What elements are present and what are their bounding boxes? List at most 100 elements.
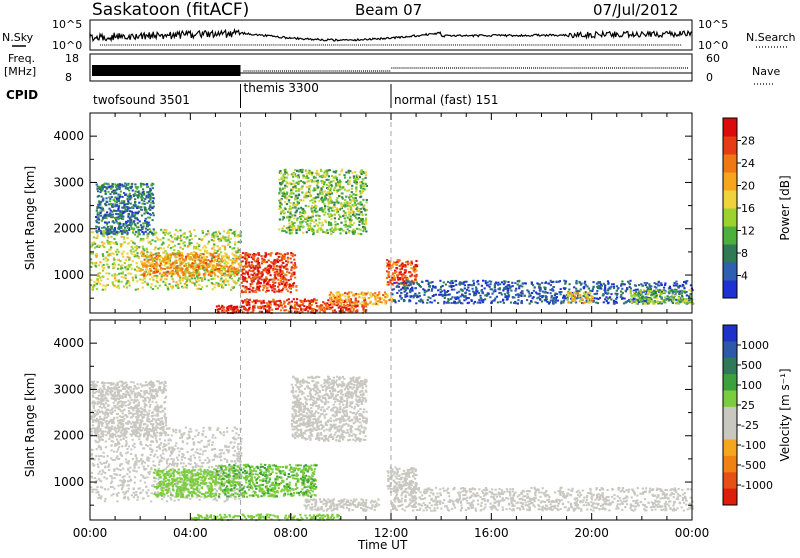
data-cell <box>604 291 606 293</box>
data-cell <box>144 281 146 283</box>
data-cell <box>663 287 665 289</box>
data-cell <box>229 246 231 248</box>
data-cell <box>472 288 474 290</box>
data-cell <box>278 289 280 291</box>
data-cell <box>162 258 164 260</box>
data-cell <box>102 186 104 188</box>
data-cell <box>353 200 355 202</box>
data-cell <box>620 296 622 298</box>
data-cell <box>264 259 266 261</box>
data-cell <box>126 253 128 255</box>
data-cell <box>359 293 361 295</box>
data-cell <box>398 260 400 262</box>
data-cell <box>262 285 264 287</box>
data-cell <box>218 231 220 233</box>
data-cell <box>101 241 103 243</box>
data-cell <box>137 212 139 214</box>
data-cell <box>362 230 364 232</box>
data-cell <box>192 274 194 276</box>
data-cell <box>610 293 612 295</box>
data-cell <box>172 246 174 248</box>
data-cell <box>599 285 601 287</box>
data-cell <box>261 262 263 264</box>
data-cell <box>481 285 483 287</box>
data-cell <box>163 232 165 234</box>
data-cell <box>277 261 279 263</box>
data-cell <box>357 203 359 205</box>
data-cell <box>232 259 234 261</box>
data-cell <box>155 269 157 271</box>
data-cell <box>102 289 104 291</box>
data-cell <box>174 238 176 240</box>
data-cell <box>123 286 125 288</box>
data-cell <box>114 264 116 266</box>
data-cell <box>106 222 108 224</box>
data-cell <box>594 297 596 299</box>
data-cell <box>153 263 155 265</box>
data-cell <box>228 232 230 234</box>
data-cell <box>597 287 599 289</box>
data-cell <box>97 275 99 277</box>
data-cell <box>339 294 341 296</box>
data-cell <box>103 230 105 232</box>
data-cell <box>349 304 351 306</box>
data-cell <box>272 281 274 283</box>
data-cell <box>321 199 323 201</box>
data-cell <box>279 202 281 204</box>
data-cell <box>400 282 402 284</box>
data-cell <box>136 194 138 196</box>
data-cell <box>302 212 304 214</box>
data-cell <box>275 268 277 270</box>
data-cell <box>91 246 93 248</box>
data-cell <box>411 261 413 263</box>
data-cell <box>153 197 155 199</box>
data-cell <box>596 290 598 292</box>
data-cell <box>283 212 285 214</box>
data-cell <box>321 182 323 184</box>
data-cell <box>289 216 291 218</box>
data-cell <box>282 175 284 177</box>
data-cell <box>128 266 130 268</box>
data-cell <box>96 237 98 239</box>
data-cell <box>149 255 151 257</box>
data-cell <box>362 218 364 220</box>
data-cell <box>154 248 156 250</box>
data-cell <box>266 310 268 312</box>
data-cell <box>432 295 434 297</box>
data-cell <box>290 278 292 280</box>
data-cell <box>110 232 112 234</box>
data-cell <box>113 222 115 224</box>
data-cell <box>244 258 246 260</box>
data-cell <box>291 301 293 303</box>
data-cell <box>476 291 478 293</box>
data-cell <box>273 279 275 281</box>
data-cell <box>287 261 289 263</box>
data-cell <box>98 195 100 197</box>
data-cell <box>196 254 198 256</box>
data-cell <box>315 219 317 221</box>
data-cell <box>216 306 218 308</box>
data-cell <box>263 287 265 289</box>
data-cell <box>110 247 112 249</box>
data-cell <box>208 241 210 243</box>
data-cell <box>310 217 312 219</box>
data-cell <box>239 255 241 257</box>
data-cell <box>396 282 398 284</box>
data-cell <box>183 241 185 243</box>
data-cell <box>398 300 400 302</box>
data-cell <box>191 277 193 279</box>
data-cell <box>358 214 360 216</box>
data-cell <box>265 252 267 254</box>
data-cell <box>351 224 353 226</box>
data-cell <box>291 307 293 309</box>
data-cell <box>127 214 129 216</box>
data-cell <box>127 220 129 222</box>
data-cell <box>281 272 283 274</box>
data-cell <box>261 279 263 281</box>
data-cell <box>267 265 269 267</box>
data-cell <box>224 246 226 248</box>
data-cell <box>434 300 436 302</box>
data-cell <box>169 256 171 258</box>
nave-trace <box>244 68 689 71</box>
